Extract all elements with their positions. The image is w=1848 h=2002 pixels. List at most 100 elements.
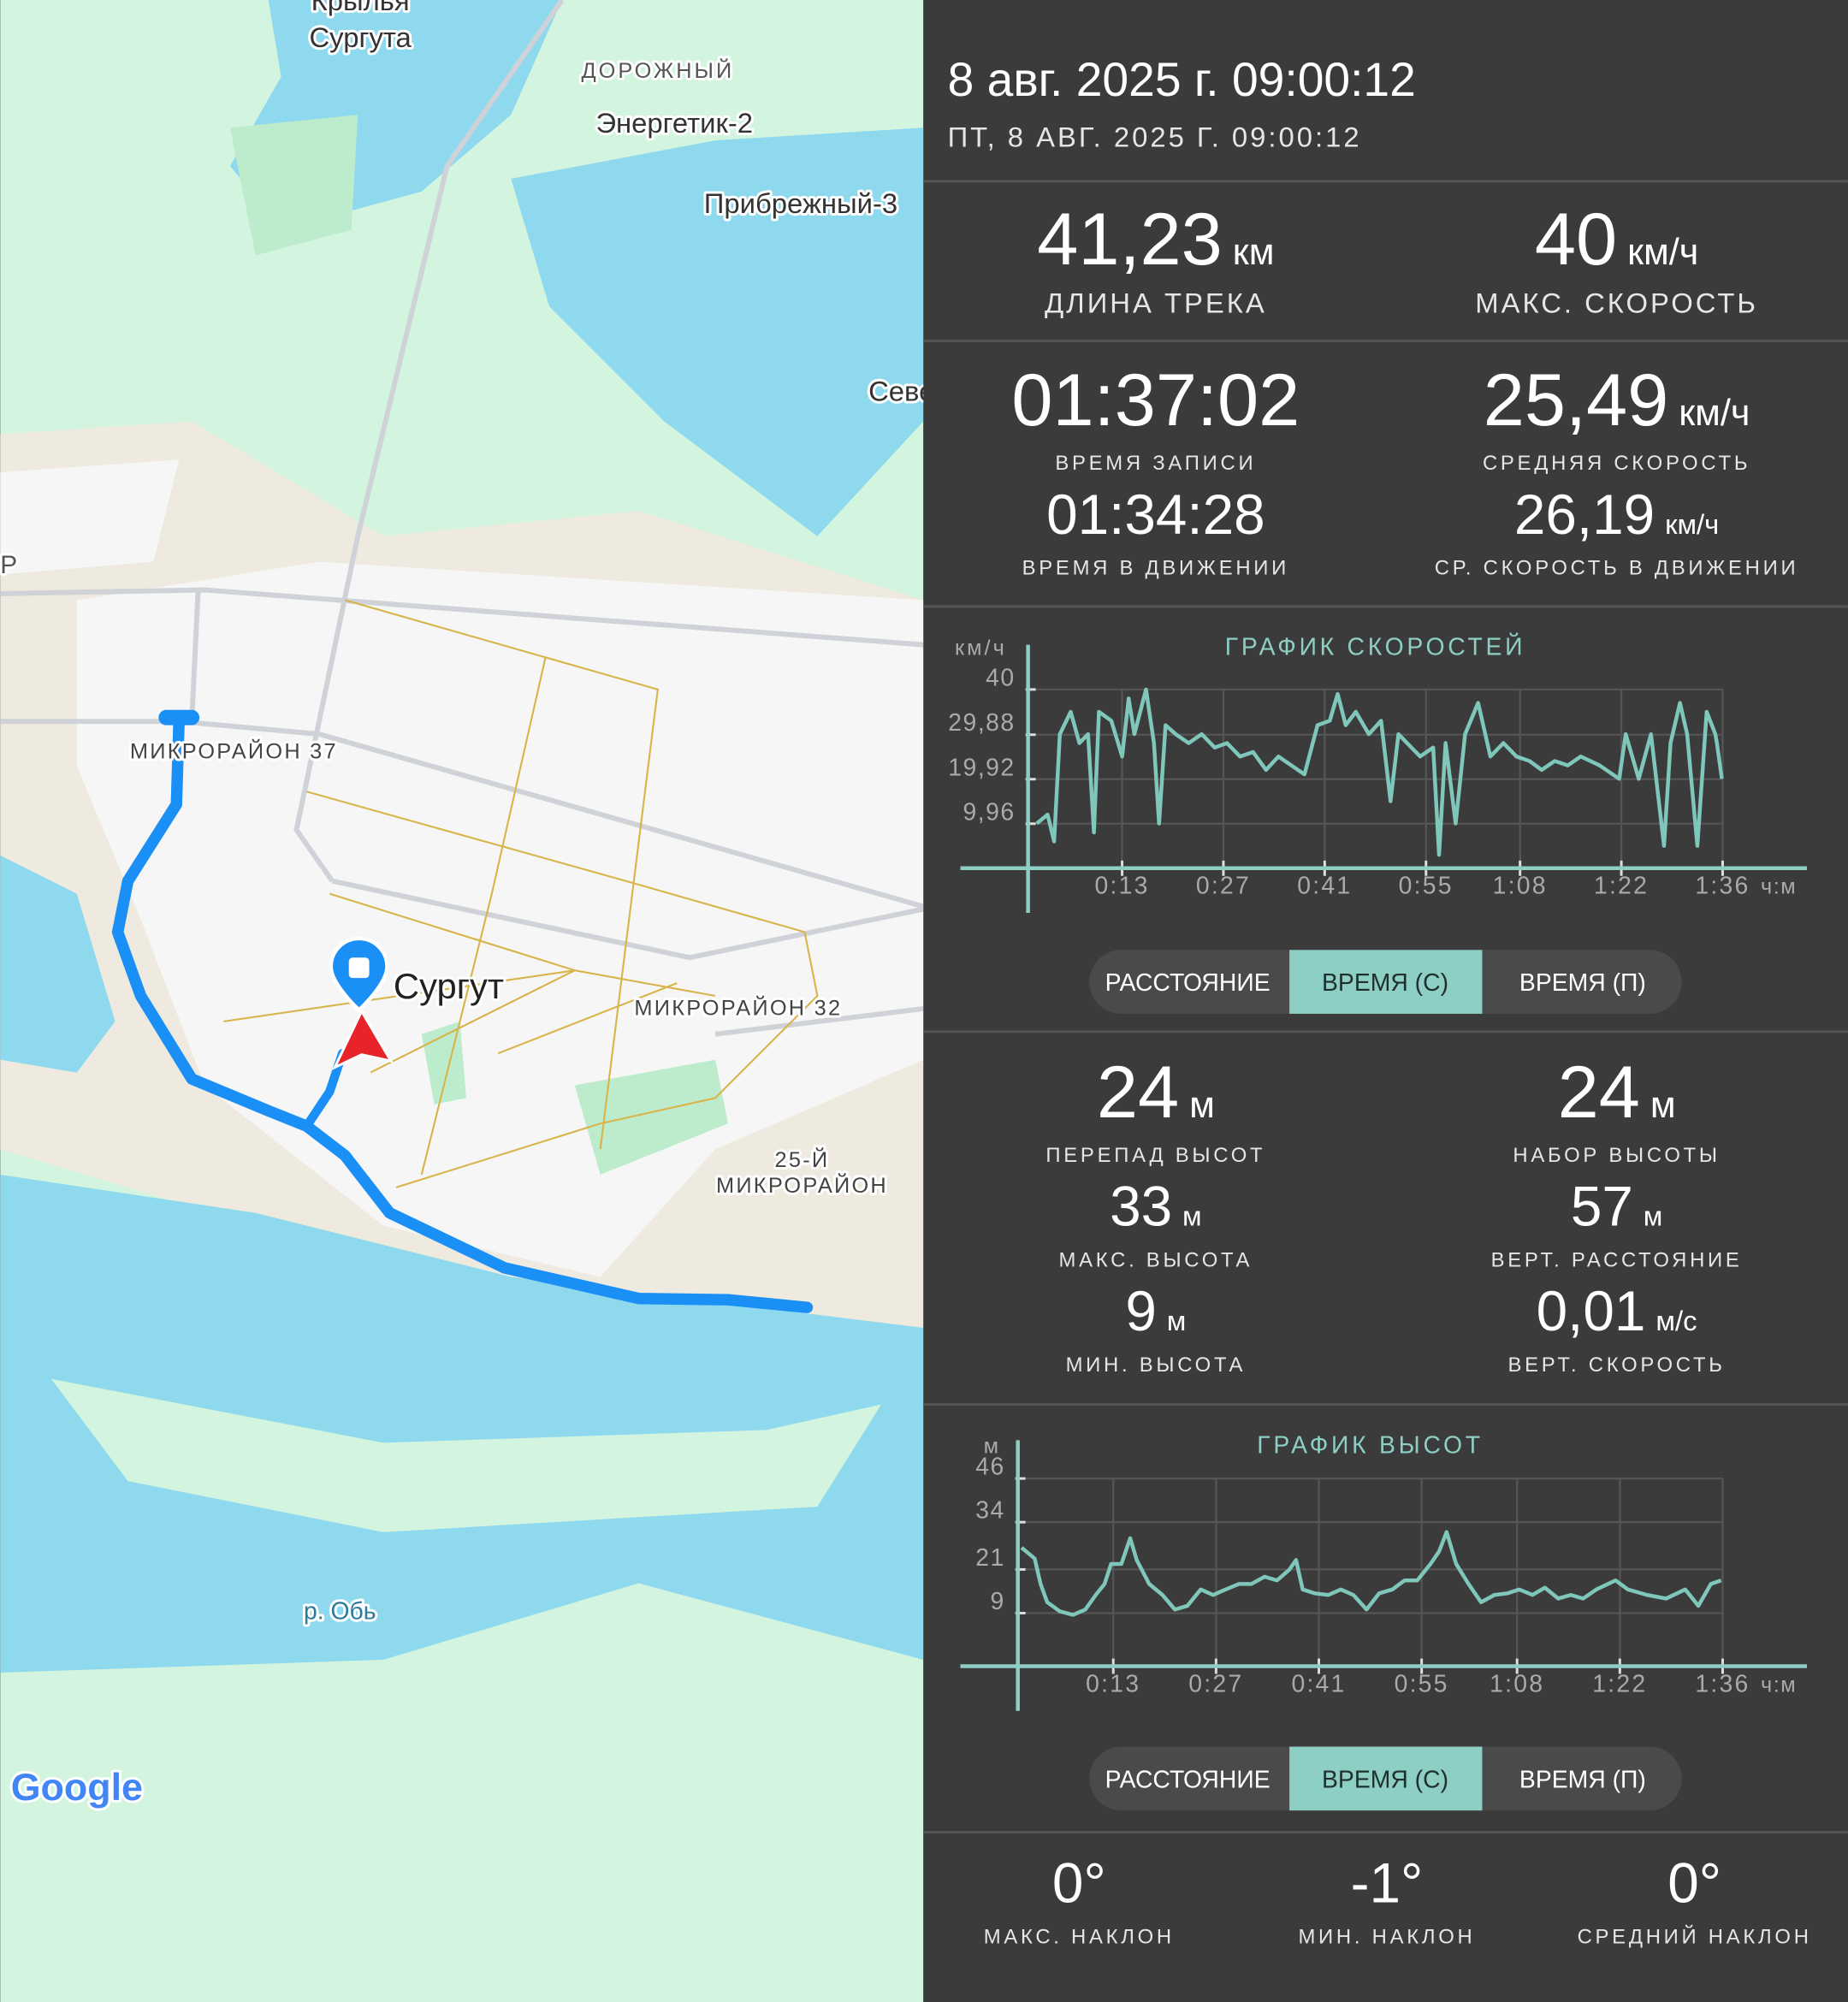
value: 01:34:28 — [1046, 483, 1265, 546]
toggle-selected[interactable] — [1289, 1746, 1483, 1811]
toggle-selected[interactable] — [1289, 950, 1483, 1014]
map-label: МИКРОРАЙОН 37 — [130, 737, 338, 763]
x-tick-label: 1:22 — [1594, 873, 1649, 900]
value: 41,23 — [1037, 198, 1223, 281]
y-tick-label: 9 — [990, 1588, 1004, 1615]
toggle-option[interactable]: ВРЕМЯ (С) — [1322, 1766, 1448, 1793]
y-tick-label: 46 — [975, 1454, 1005, 1481]
stat-label: ВЕРТ. СКОРОСТЬ — [1508, 1353, 1726, 1377]
chart-title: ГРАФИК ВЫСОТ — [1257, 1431, 1484, 1459]
stat-value: 24 м — [1097, 1051, 1215, 1134]
chart: 0:13 0:27 0:41 0:55 1:08 1:22 1:36 9 21 34 46 ГРАФИ… — [960, 1431, 1807, 1711]
unit: м — [1167, 1305, 1187, 1336]
direction-arrow — [332, 1008, 394, 1070]
map-label: Google — [11, 1766, 143, 1809]
stat-value: 24 м — [1558, 1051, 1676, 1134]
stat-label: ДЛИНА ТРЕКА — [1045, 287, 1267, 319]
unit: м — [1644, 1200, 1663, 1232]
map-label: Крылья — [311, 0, 410, 16]
date-subtitle: ПТ, 8 АВГ. 2025 Г. 09:00:12 — [948, 121, 1362, 153]
value: 0° — [1052, 1852, 1106, 1915]
y-unit: м — [984, 1434, 1001, 1458]
map-label: Сургут — [394, 966, 504, 1006]
water — [511, 127, 924, 536]
major-roads — [0, 0, 925, 1037]
map-label: Р — [0, 551, 17, 579]
x-tick-label: 0:13 — [1086, 1670, 1140, 1697]
stat-label: ПЕРЕПАД ВЫСОТ — [1045, 1144, 1265, 1167]
x-tick-label: 0:41 — [1291, 1670, 1346, 1697]
map-label: ДОРОЖНЫЙ — [581, 57, 734, 83]
x-unit: ч:м — [1761, 1673, 1797, 1697]
island — [50, 1378, 882, 1532]
y-tick-label: 19,92 — [948, 754, 1015, 781]
data-line — [1035, 687, 1724, 857]
stat-value: 33 м — [1110, 1176, 1202, 1238]
chart-toggle[interactable]: РАССТОЯНИЕ ВРЕМЯ (С) ВРЕМЯ (П) — [1089, 950, 1682, 1014]
stat-value: 01:34:28 — [1046, 483, 1265, 546]
x-tick-label: 1:36 — [1695, 873, 1750, 900]
y-tick-label: 29,88 — [948, 709, 1015, 737]
map-label: Энергетик-2 — [595, 107, 753, 139]
stat-value: 41,23 км — [1037, 198, 1274, 281]
y-tick-label: 21 — [975, 1544, 1005, 1572]
stat-value: -1° — [1351, 1852, 1424, 1915]
toggle-option[interactable]: РАССТОЯНИЕ — [1105, 969, 1270, 997]
streets — [223, 599, 819, 1188]
stat-label: ВРЕМЯ В ДВИЖЕНИИ — [1022, 557, 1289, 580]
map-labels: Крылья Сургута ДОРОЖНЫЙ Энергетик-2 Прибрежн… — [0, 0, 937, 1811]
toggle-option[interactable]: РАССТОЯНИЕ — [1105, 1766, 1270, 1793]
x-tick-label: 0:41 — [1297, 873, 1352, 900]
x-tick-label: 1:22 — [1592, 1670, 1647, 1697]
map-label: 25-Й — [775, 1146, 830, 1172]
unit: км/ч — [1665, 508, 1719, 540]
toggle-option[interactable]: ВРЕМЯ (С) — [1322, 969, 1448, 997]
x-tick-label: 0:27 — [1196, 873, 1251, 900]
value: 01:37:02 — [1011, 359, 1300, 441]
stat-label: МИН. НАКЛОН — [1298, 1925, 1475, 1948]
x-tick-label: 0:55 — [1399, 873, 1454, 900]
street — [497, 982, 678, 1055]
stat-value: 57 м — [1571, 1176, 1663, 1238]
chart-toggle[interactable]: РАССТОЯНИЕ ВРЕМЯ (С) ВРЕМЯ (П) — [1089, 1746, 1682, 1811]
stat-value: 0° — [1052, 1852, 1106, 1915]
river — [0, 1174, 924, 1673]
chart: 0:13 0:27 0:41 0:55 1:08 1:22 1:36 9,96 19,92 29,… — [948, 634, 1807, 914]
road — [0, 587, 924, 648]
city-area — [0, 459, 180, 575]
stats-content: 8 авг. 2025 г. 09:00:12 ПТ, 8 АВГ. 2025 Г… — [923, 53, 1848, 1948]
road — [189, 589, 201, 722]
stat-value: 40 км/ч — [1535, 198, 1698, 281]
map-label: МИКРОРАЙОН — [716, 1172, 888, 1198]
map-label: Сургута — [309, 21, 412, 53]
unit: м/с — [1656, 1305, 1697, 1336]
stat-label: СР. СКОРОСТЬ В ДВИЖЕНИИ — [1435, 557, 1799, 580]
value: 25,49 — [1484, 359, 1669, 441]
y-tick-label: 34 — [975, 1497, 1005, 1525]
stat-value: 0° — [1667, 1852, 1721, 1915]
map-label: МИКРОРАЙОН 32 — [634, 994, 842, 1020]
date-title: 8 авг. 2025 г. 09:00:12 — [948, 53, 1416, 106]
unit: м — [1182, 1200, 1202, 1232]
toggle-option[interactable]: ВРЕМЯ (П) — [1519, 969, 1646, 997]
stat-label: МИН. ВЫСОТА — [1066, 1353, 1247, 1377]
y-tick-label: 40 — [986, 664, 1016, 691]
value: 24 — [1558, 1051, 1640, 1134]
road — [714, 1005, 924, 1037]
toggle-option[interactable]: ВРЕМЯ (П) — [1519, 1766, 1646, 1793]
stat-label: ВЕРТ. РАССТОЯНИЕ — [1491, 1248, 1743, 1271]
stat-value: 0,01 м/с — [1537, 1280, 1697, 1342]
road — [293, 0, 565, 883]
stat-label: МАКС. НАКЛОН — [984, 1925, 1175, 1948]
x-tick-label: 1:36 — [1695, 1670, 1750, 1697]
stat-value: 01:37:02 — [1011, 359, 1300, 441]
chart-title: ГРАФИК СКОРОСТЕЙ — [1225, 634, 1525, 661]
map-label: р. Обь — [304, 1597, 376, 1625]
stat-label: МАКС. СКОРОСТЬ — [1475, 287, 1758, 319]
street — [395, 1097, 716, 1188]
value: 9 — [1125, 1280, 1157, 1342]
value: 57 — [1571, 1176, 1633, 1238]
value: 33 — [1110, 1176, 1172, 1238]
map[interactable]: Крылья Сургута ДОРОЖНЫЙ Энергетик-2 Прибрежн… — [0, 0, 937, 2002]
